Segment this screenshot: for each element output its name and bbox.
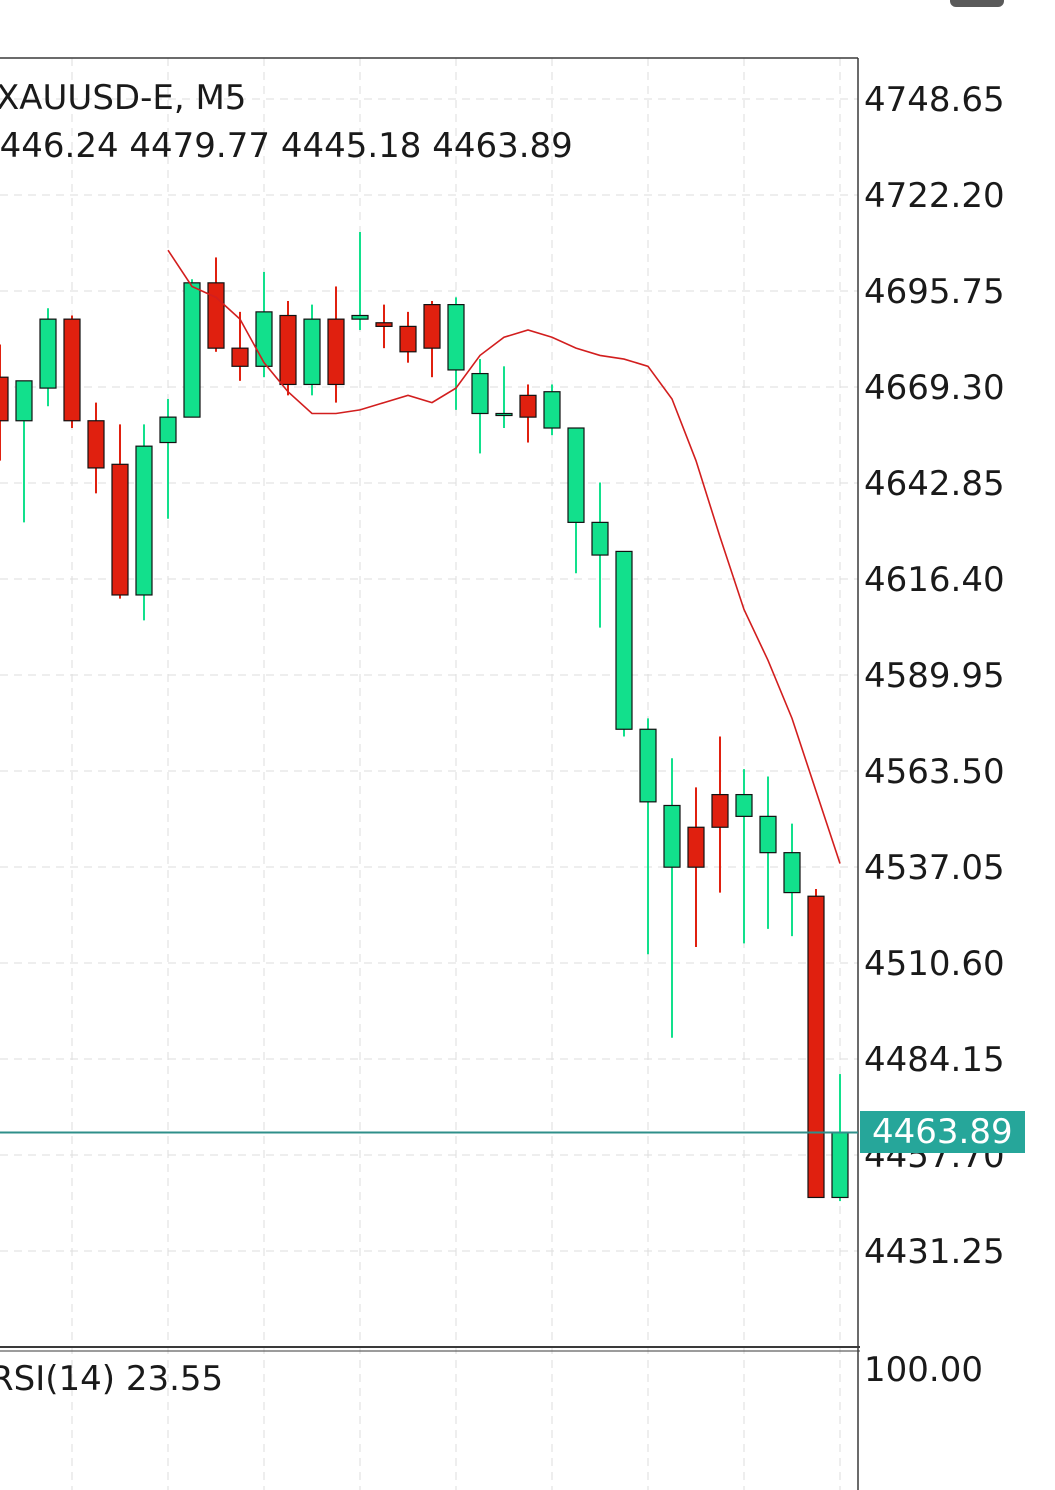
candle-body bbox=[639, 728, 657, 803]
candle-body bbox=[519, 394, 537, 418]
candle bbox=[351, 232, 369, 331]
candle-body bbox=[447, 304, 465, 371]
candle-body bbox=[87, 420, 105, 469]
candle bbox=[807, 888, 825, 1199]
candle bbox=[207, 257, 225, 352]
candle-body bbox=[63, 318, 81, 422]
candle-body bbox=[663, 804, 681, 868]
candle bbox=[135, 424, 153, 621]
candle bbox=[471, 359, 489, 454]
candle-body bbox=[735, 793, 753, 817]
candle bbox=[615, 550, 633, 737]
candle bbox=[63, 315, 81, 429]
price-tick-label: 4431.25 bbox=[864, 1232, 1005, 1272]
candle-body bbox=[591, 521, 609, 556]
candle bbox=[183, 279, 201, 418]
candle-body bbox=[375, 322, 393, 327]
candle-body bbox=[351, 314, 369, 320]
candle-body bbox=[711, 793, 729, 828]
candle-body bbox=[111, 463, 129, 596]
candle-body bbox=[543, 391, 561, 429]
current-price-badge: 4463.89 bbox=[860, 1111, 1025, 1153]
candle bbox=[735, 769, 753, 944]
candle-body bbox=[183, 282, 201, 418]
candles bbox=[0, 232, 849, 1202]
candle bbox=[0, 344, 9, 461]
candle-body bbox=[615, 550, 633, 730]
price-tick-label: 4669.30 bbox=[864, 368, 1005, 408]
candle bbox=[423, 300, 441, 378]
price-tick-label: 4642.85 bbox=[864, 464, 1005, 504]
candle-body bbox=[135, 445, 153, 596]
candle-body bbox=[231, 347, 249, 367]
candle bbox=[111, 424, 129, 599]
price-tick-label: 4563.50 bbox=[864, 752, 1005, 792]
candle-body bbox=[399, 325, 417, 353]
candle bbox=[783, 823, 801, 937]
price-tick-label: 4484.15 bbox=[864, 1040, 1005, 1080]
rsi-max-tick: 100.00 bbox=[864, 1350, 983, 1390]
candle bbox=[255, 271, 273, 378]
candle bbox=[831, 1074, 849, 1202]
price-tick-label: 4589.95 bbox=[864, 656, 1005, 696]
price-tick-labels: 4748.65 4722.20 4695.75 4669.30 4642.85 4616.… bbox=[864, 80, 1005, 1272]
symbol-label: XAUUSD-E, M5 bbox=[0, 78, 247, 118]
candle bbox=[711, 736, 729, 893]
candle-body bbox=[279, 314, 297, 386]
candle-body bbox=[495, 412, 513, 417]
candle-body bbox=[39, 318, 57, 389]
price-tick-label: 4748.65 bbox=[864, 80, 1005, 120]
candle-body bbox=[15, 380, 33, 422]
moving-average-line bbox=[167, 249, 841, 864]
candle-body bbox=[567, 427, 585, 523]
candle-body bbox=[423, 304, 441, 349]
candle bbox=[663, 758, 681, 1038]
candle-body bbox=[303, 318, 321, 386]
candle bbox=[159, 398, 177, 519]
candle bbox=[375, 304, 393, 349]
candle bbox=[567, 427, 585, 574]
candle bbox=[495, 366, 513, 429]
candle bbox=[591, 482, 609, 628]
rsi-label: RSI(14) 23.55 bbox=[0, 1359, 224, 1399]
candle-body bbox=[759, 815, 777, 854]
candle bbox=[231, 311, 249, 381]
candle bbox=[639, 718, 657, 955]
candle bbox=[447, 297, 465, 410]
status-indicator bbox=[950, 0, 1004, 7]
candle bbox=[15, 380, 33, 523]
chart-grid bbox=[0, 58, 858, 1490]
candle bbox=[519, 384, 537, 443]
candle-body bbox=[0, 376, 9, 422]
candle-body bbox=[159, 416, 177, 444]
candle-body bbox=[807, 895, 825, 1199]
price-tick-label: 4616.40 bbox=[864, 560, 1005, 600]
candle bbox=[687, 787, 705, 948]
candle-body bbox=[327, 318, 345, 386]
candle bbox=[303, 304, 321, 396]
candle-body bbox=[207, 282, 225, 349]
candle-body bbox=[471, 372, 489, 415]
candle bbox=[543, 384, 561, 436]
candle-body bbox=[255, 311, 273, 367]
candle bbox=[399, 311, 417, 363]
price-tick-label: 4722.20 bbox=[864, 176, 1005, 216]
price-tick-label: 4695.75 bbox=[864, 272, 1005, 312]
candle bbox=[39, 308, 57, 407]
ohlc-values: 4446.24 4479.77 4445.18 4463.89 bbox=[0, 126, 573, 166]
candle bbox=[759, 776, 777, 929]
candle bbox=[327, 286, 345, 403]
candle-body bbox=[783, 852, 801, 894]
candle bbox=[279, 300, 297, 396]
candle-body bbox=[831, 1131, 849, 1199]
candle bbox=[87, 402, 105, 494]
price-tick-label: 4510.60 bbox=[864, 944, 1005, 984]
candle-body bbox=[687, 826, 705, 868]
price-tick-label: 4537.05 bbox=[864, 848, 1005, 888]
